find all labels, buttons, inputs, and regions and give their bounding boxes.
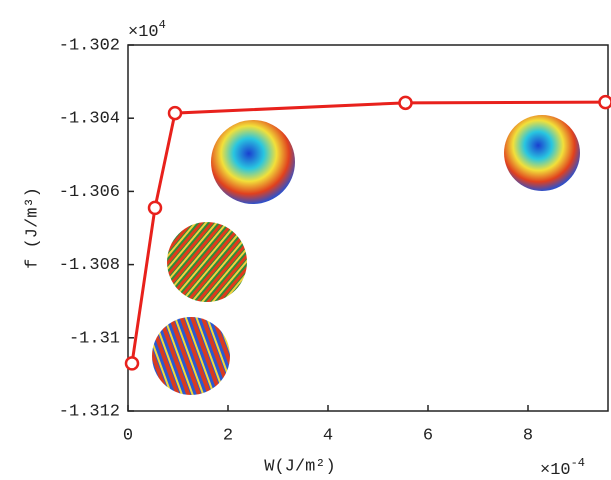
marker bbox=[147, 200, 163, 216]
y-axis-label: f (J/m³) bbox=[23, 187, 42, 269]
x-tick-label: 8 bbox=[523, 426, 533, 445]
y-tick-label: -1.304 bbox=[59, 110, 120, 129]
sphere bbox=[504, 115, 580, 191]
y-tick-label: -1.306 bbox=[59, 183, 120, 202]
y-tick-label: -1.302 bbox=[59, 36, 120, 55]
marker bbox=[598, 94, 611, 110]
multiplier-base: ×10 bbox=[128, 23, 159, 42]
plot-frame bbox=[127, 44, 609, 412]
x-axis-label: W(J/m²) bbox=[264, 457, 335, 476]
x-tick-label: 4 bbox=[323, 426, 333, 445]
marker bbox=[398, 95, 413, 111]
sphere bbox=[211, 120, 295, 204]
x-multiplier: ×10-4 bbox=[540, 456, 585, 480]
sphere bbox=[167, 222, 247, 302]
x-tick-label: 6 bbox=[423, 426, 433, 445]
multiplier-exponent: 4 bbox=[159, 18, 166, 32]
y-tick-label: -1.312 bbox=[59, 402, 120, 421]
marker bbox=[124, 356, 140, 371]
multiplier-base: ×10 bbox=[540, 461, 571, 480]
sphere-images bbox=[152, 115, 580, 395]
y-tick-label: -1.31 bbox=[69, 329, 120, 348]
y-tick-label: -1.308 bbox=[59, 256, 120, 275]
x-tick-label: 2 bbox=[223, 426, 233, 445]
marker bbox=[167, 105, 183, 121]
y-multiplier: ×104 bbox=[128, 18, 166, 42]
x-tick-label: 0 bbox=[123, 426, 133, 445]
sphere bbox=[152, 317, 230, 395]
multiplier-exponent: -4 bbox=[571, 456, 585, 470]
